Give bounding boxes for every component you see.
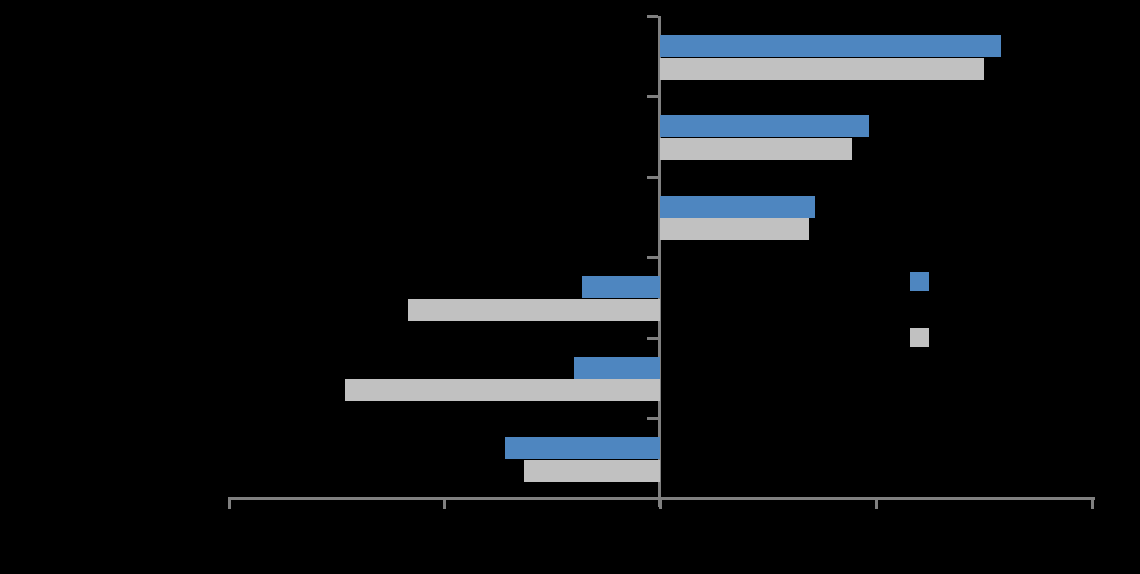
y-axis-tick bbox=[647, 95, 658, 99]
bar-series1-category1 bbox=[660, 35, 1001, 57]
x-axis-tick bbox=[227, 497, 231, 509]
y-axis-tick bbox=[647, 175, 658, 179]
x-axis-tick bbox=[1090, 497, 1094, 509]
bar-series2-category4 bbox=[407, 298, 660, 321]
bar-series1-category6 bbox=[504, 437, 660, 459]
bar-series2-category6 bbox=[524, 459, 660, 482]
bar-series1-category4 bbox=[582, 276, 660, 299]
x-axis-tick bbox=[874, 497, 878, 509]
y-axis-tick bbox=[647, 256, 658, 260]
y-axis-tick bbox=[647, 15, 658, 18]
y-axis-tick bbox=[647, 336, 658, 340]
y-axis-line bbox=[658, 16, 661, 507]
legend-swatch-series1 bbox=[910, 272, 929, 291]
bar-series2-category3 bbox=[660, 218, 809, 241]
bar-series2-category5 bbox=[345, 379, 660, 402]
bar-series1-category5 bbox=[573, 356, 660, 379]
bar-series2-category2 bbox=[660, 138, 853, 160]
bar-series2-category1 bbox=[660, 57, 984, 80]
bar-series1-category2 bbox=[660, 115, 870, 138]
x-axis-tick bbox=[443, 497, 447, 509]
bar-series1-category3 bbox=[660, 195, 816, 218]
legend-swatch-series2 bbox=[910, 328, 929, 347]
y-axis-tick bbox=[647, 417, 658, 420]
x-axis-tick bbox=[659, 497, 662, 509]
